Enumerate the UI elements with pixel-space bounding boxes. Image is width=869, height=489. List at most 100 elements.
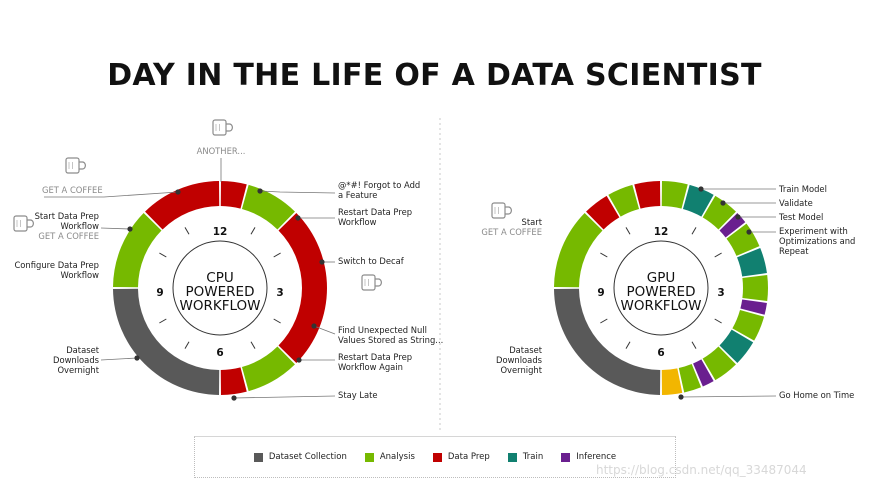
gpu-segment-analysis: [742, 275, 768, 301]
legend: Dataset Collection Analysis Data Prep Tr…: [194, 436, 676, 478]
cpu-clock-tick: [250, 227, 256, 235]
cpu-segment-dataprep: [220, 367, 247, 395]
cpu-clock-tick: [184, 341, 190, 349]
gpu-clock-tick: [600, 318, 608, 324]
gpu-label-test-model: Test Model: [778, 212, 823, 222]
cpu-label-get-coffee-2: GET A COFFEE: [38, 231, 99, 241]
cpu-label-start-prep-2: Workflow: [61, 221, 100, 231]
gpu-center-line-3: WORKFLOW: [621, 298, 702, 314]
gpu-segment-train: [737, 247, 767, 277]
legend-swatch: [432, 452, 442, 462]
cpu-label-configure-2: Workflow: [61, 270, 100, 280]
cpu-marker-dot: [175, 189, 181, 195]
cpu-marker-dot: [295, 215, 301, 221]
cpu-ring: [113, 181, 328, 395]
cpu-segment-dataprep: [145, 181, 220, 230]
cpu-clock-tick: [273, 252, 281, 258]
cpu-clock-ticks: [159, 227, 281, 349]
gpu-label-dataset-1: Dataset: [509, 345, 543, 355]
gpu-clock-ticks: [600, 227, 722, 349]
gpu-clock-6: 6: [657, 347, 664, 359]
cpu-clock-tick: [184, 227, 190, 235]
page-title: DAY IN THE LIFE OF A DATA SCIENTIST: [107, 58, 762, 93]
legend-label: Analysis: [379, 452, 415, 462]
cpu-marker-dot: [257, 188, 263, 194]
gpu-segment-train: [719, 329, 754, 363]
gpu-marker-dot: [735, 214, 741, 220]
gpu-segment-analysis: [732, 309, 765, 341]
cpu-clock-tick: [273, 318, 281, 324]
legend-item-analysis: Analysis: [364, 452, 415, 462]
gpu-clock-tick: [691, 341, 697, 349]
cpu-center-line-1: CPU: [206, 270, 233, 286]
gpu-segment-analysis: [554, 213, 603, 288]
cpu-marker-dot: [319, 259, 325, 265]
cpu-clock-12: 12: [213, 226, 228, 238]
cpu-label-get-coffee-1: GET A COFFEE: [42, 185, 103, 195]
cpu-label-null-2: Values Stored as String...: [338, 335, 443, 345]
gpu-segment-analysis: [702, 195, 736, 230]
cpu-clock-3: 3: [276, 287, 283, 299]
gpu-clock-tick: [625, 341, 631, 349]
cpu-segment-analysis: [241, 184, 295, 230]
coffee-mug-icon: [361, 274, 382, 291]
cpu-marker-dot: [127, 226, 133, 232]
cpu-clock-tick: [159, 252, 167, 258]
cpu-clock-tick: [159, 318, 167, 324]
gpu-segment-analysis: [608, 184, 640, 217]
cpu-leader-get-coffee-1: [44, 191, 179, 198]
cpu-label-restart-1: Restart Data Prep: [338, 207, 412, 217]
gpu-clock-tick: [600, 252, 608, 258]
gpu-segment-dataset: [554, 288, 661, 395]
gpu-segment-analysis: [661, 181, 688, 209]
cpu-marker-dot: [311, 323, 317, 329]
cpu-label-dataset-3: Overnight: [57, 365, 99, 375]
coffee-mug-icon: [491, 202, 512, 219]
legend-label: Inference: [576, 452, 617, 462]
cpu-segment-analysis: [113, 213, 162, 288]
cpu-label-restart-again-2: Workflow Again: [338, 362, 403, 372]
cpu-label-dataset-2: Downloads: [53, 355, 99, 365]
watermark-text: https://blog.csdn.net/qq_33487044: [596, 463, 807, 477]
cpu-inner-circle: [172, 240, 268, 336]
legend-item-train: Train: [507, 452, 543, 462]
cpu-marker-dot: [134, 355, 140, 361]
cpu-label-restart-2: Workflow: [338, 217, 377, 227]
coffee-mug-icon: [65, 157, 86, 174]
cpu-label-forgot-2: a Feature: [338, 190, 377, 200]
gpu-label-get-coffee: GET A COFFEE: [481, 227, 542, 237]
cpu-clock-9: 9: [156, 287, 163, 299]
legend-label: Dataset Collection: [268, 452, 347, 462]
cpu-leader-start-prep: [100, 227, 131, 230]
cpu-label-dataset-1: Dataset: [66, 345, 100, 355]
cpu-segment-dataprep: [220, 181, 247, 209]
cpu-clock-6: 6: [216, 347, 223, 359]
gpu-label-experiment-1: Experiment with: [779, 226, 848, 236]
gpu-label-dataset-3: Overnight: [500, 365, 542, 375]
gpu-segment-inference: [740, 299, 767, 315]
legend-swatch: [507, 452, 517, 462]
cpu-center-line-2: POWERED: [186, 284, 255, 300]
gpu-segment-analysis: [678, 364, 702, 393]
coffee-mug-icon: [212, 119, 233, 136]
cpu-leader-forgot: [259, 190, 336, 194]
cpu-label-stay-late: Stay Late: [338, 390, 378, 400]
gpu-clock-tick: [714, 318, 722, 324]
cpu-segment-dataset: [113, 288, 220, 395]
gpu-segment-train: [682, 184, 714, 217]
cpu-marker-dot: [296, 357, 302, 363]
gpu-segment-dataprep: [634, 181, 661, 209]
cpu-label-configure-1: Configure Data Prep: [14, 260, 99, 270]
gpu-marker-dot: [720, 200, 726, 206]
cpu-label-another: ANOTHER...: [197, 146, 246, 156]
gpu-segment-dataprep: [586, 195, 620, 230]
gpu-marker-dot: [698, 186, 704, 192]
cpu-leader-stay-late: [233, 395, 336, 399]
legend-item-inference: Inference: [561, 452, 616, 462]
gpu-marker-dot: [678, 394, 684, 400]
cpu-leader-dataset: [100, 357, 138, 361]
gpu-clock-tick: [691, 227, 697, 235]
coffee-mug-icon: [13, 215, 34, 232]
cpu-label-start-prep-1: Start Data Prep: [35, 211, 99, 221]
gpu-label-dataset-2: Downloads: [496, 355, 542, 365]
